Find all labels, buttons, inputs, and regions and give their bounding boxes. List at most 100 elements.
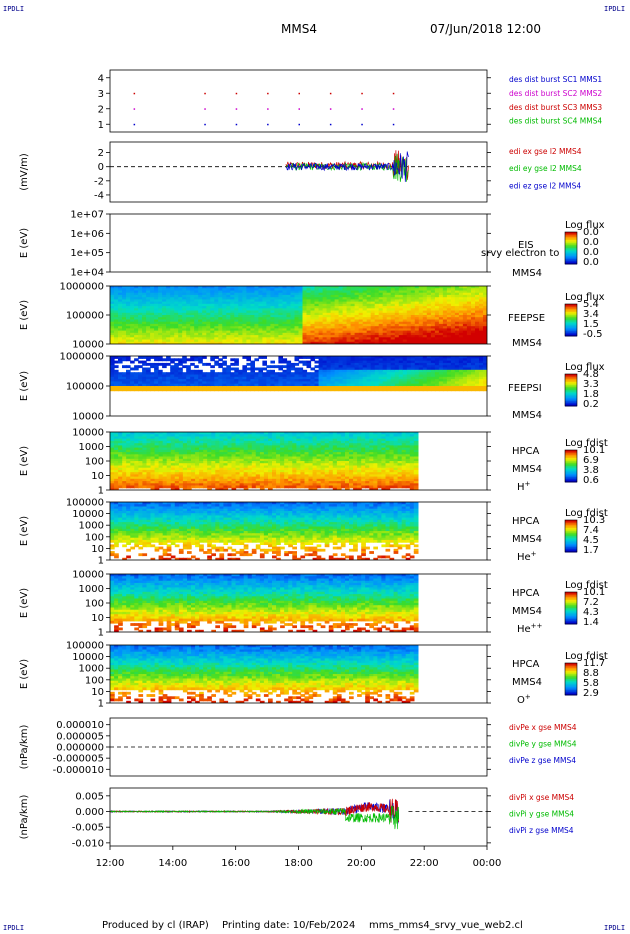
heatmap-cell bbox=[438, 376, 444, 380]
heatmap-cell bbox=[142, 323, 147, 327]
heatmap-cell bbox=[214, 297, 219, 300]
heatmap-cell bbox=[130, 461, 135, 464]
heatmap-cell bbox=[210, 379, 215, 382]
heatmap-cell bbox=[263, 478, 269, 482]
heatmap-cell bbox=[110, 365, 115, 369]
heatmap-cell bbox=[350, 315, 356, 318]
heatmap-cell bbox=[246, 362, 251, 366]
heatmap-cell bbox=[475, 310, 480, 314]
heatmap-cell bbox=[346, 321, 352, 325]
heatmap-cell bbox=[122, 358, 127, 362]
heatmap-cell bbox=[231, 474, 237, 478]
heatmap-cell bbox=[126, 476, 131, 480]
heatmap-cell bbox=[422, 328, 428, 332]
heatmap-cell bbox=[238, 301, 243, 305]
heatmap-cell bbox=[414, 376, 420, 380]
heatmap-cell bbox=[362, 386, 368, 389]
heatmap-cell bbox=[130, 332, 135, 336]
heatmap-cell bbox=[162, 332, 167, 336]
heatmap-cell bbox=[298, 356, 304, 359]
heatmap-cell bbox=[358, 292, 364, 296]
heatmap-cell bbox=[450, 310, 456, 314]
heatmap-cell bbox=[206, 330, 211, 334]
heatmap-cell bbox=[130, 465, 135, 469]
heatmap-cell bbox=[263, 465, 269, 469]
heatmap-cell bbox=[138, 469, 144, 473]
heatmap-cell bbox=[342, 312, 348, 316]
heatmap-cell bbox=[194, 301, 199, 305]
heatmap-cell bbox=[210, 356, 215, 359]
colorbar-step bbox=[565, 398, 577, 401]
heatmap-cell bbox=[386, 323, 392, 327]
heatmap-cell bbox=[138, 286, 143, 289]
heatmap-cell bbox=[354, 310, 360, 314]
heatmap-cell bbox=[442, 303, 448, 307]
heatmap-cell bbox=[322, 332, 328, 336]
heatmap-cell bbox=[130, 297, 135, 300]
heatmap-cell bbox=[118, 456, 123, 460]
heatmap-cell bbox=[187, 449, 192, 453]
heatmap-cell bbox=[354, 290, 360, 294]
heatmap-cell bbox=[258, 367, 263, 371]
heatmap-cell bbox=[382, 308, 388, 312]
heatmap-cell bbox=[382, 297, 388, 300]
heatmap-cell bbox=[314, 292, 320, 296]
heatmap-cell bbox=[410, 362, 416, 366]
heatmap-cell bbox=[166, 294, 171, 298]
heatmap-cell bbox=[410, 303, 416, 307]
heatmap-cell bbox=[326, 341, 332, 344]
heatmap-cell bbox=[154, 365, 159, 369]
heatmap-cell bbox=[362, 310, 368, 314]
heatmap-cell bbox=[366, 374, 372, 378]
heatmap-cell bbox=[255, 481, 261, 484]
heatmap-cell bbox=[202, 319, 207, 323]
heatmap-cell bbox=[259, 456, 265, 460]
heatmap-cell bbox=[374, 328, 380, 332]
heatmap-cell bbox=[422, 388, 428, 392]
heatmap-cell bbox=[284, 452, 289, 455]
heatmap-cell bbox=[358, 372, 364, 376]
heatmap-cell bbox=[306, 328, 312, 332]
heatmap-cell bbox=[247, 469, 253, 473]
heatmap-cell bbox=[154, 456, 160, 460]
heatmap-cell bbox=[286, 328, 292, 332]
heatmap-cell bbox=[150, 310, 155, 314]
heatmap-cell bbox=[462, 312, 468, 316]
heatmap-cell bbox=[231, 454, 237, 458]
heatmap-cell bbox=[458, 339, 464, 343]
heatmap-cell bbox=[310, 326, 316, 329]
heatmap-cell bbox=[272, 438, 277, 442]
heatmap-cell bbox=[479, 358, 484, 362]
heatmap-cell bbox=[334, 312, 340, 316]
heatmap-cell bbox=[306, 383, 312, 387]
heatmap-cell bbox=[178, 440, 184, 444]
heatmap-cell bbox=[259, 447, 265, 451]
heatmap-cell bbox=[126, 312, 131, 316]
heatmap-cell bbox=[154, 443, 160, 446]
heatmap-cell bbox=[222, 294, 227, 298]
heatmap-cell bbox=[178, 330, 183, 334]
heatmap-cell bbox=[242, 388, 247, 392]
heatmap-cell bbox=[418, 335, 424, 338]
heatmap-cell bbox=[346, 299, 352, 303]
heatmap-cell bbox=[170, 487, 176, 490]
heatmap-cell bbox=[483, 339, 487, 343]
heatmap-cell bbox=[118, 474, 123, 478]
heatmap-cell bbox=[210, 290, 215, 294]
heatmap-cell bbox=[142, 297, 147, 300]
heatmap-cell bbox=[426, 328, 432, 332]
heatmap-cell bbox=[263, 434, 269, 437]
heatmap-cell bbox=[186, 290, 191, 294]
heatmap-cell bbox=[418, 299, 424, 303]
heatmap-cell bbox=[186, 303, 191, 307]
heatmap-cell bbox=[442, 379, 448, 382]
heatmap-cell bbox=[154, 474, 160, 478]
heatmap-cell bbox=[310, 358, 316, 362]
heatmap-cell bbox=[414, 358, 420, 362]
colorbar-step bbox=[565, 399, 577, 402]
heatmap-cell bbox=[466, 317, 472, 320]
heatmap-cell bbox=[207, 487, 212, 490]
heatmap-cell bbox=[118, 326, 123, 329]
heatmap-cell bbox=[314, 301, 320, 305]
heatmap-cell bbox=[234, 319, 239, 323]
